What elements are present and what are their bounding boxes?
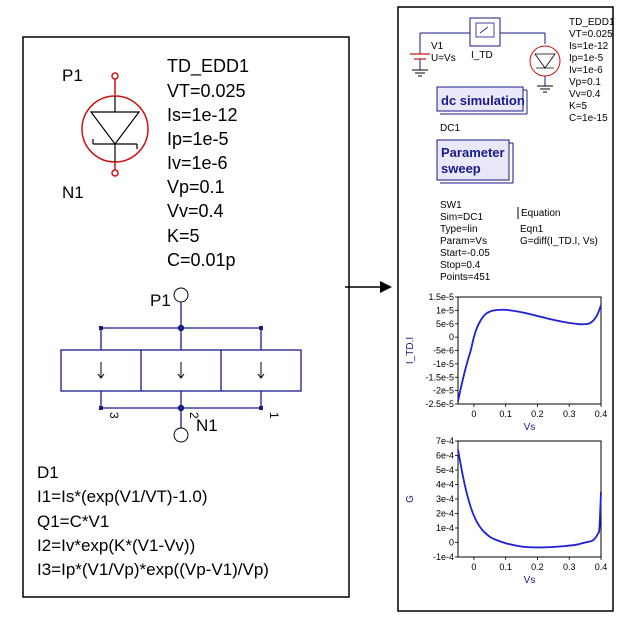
right-arrow-icon — [345, 281, 392, 293]
series-line — [457, 304, 602, 402]
ammeter-label: I_TD — [471, 50, 493, 61]
y-tick-label: 7e-4 — [436, 436, 454, 446]
left-param: C=0.01p — [167, 250, 236, 270]
y-tick-label: 4e-4 — [436, 480, 454, 490]
dc-block-name: DC1 — [440, 123, 460, 134]
y-axis-label: I_TD.I — [405, 337, 416, 364]
y-tick-label: 2e-4 — [436, 509, 454, 519]
x-tick-label: 0.2 — [531, 562, 544, 572]
y-tick-label: 1.5e-5 — [428, 292, 454, 302]
x-tick-label: 0.4 — [595, 562, 608, 572]
dc-simulation-block[interactable]: dc simulation — [436, 86, 528, 115]
x-axis-label: Vs — [524, 422, 536, 433]
right-param: Iv=1e-6 — [569, 65, 603, 76]
equation-expr: G=diff(I_TD.I, Vs) — [520, 236, 598, 247]
left-param: Iv=1e-6 — [167, 153, 228, 173]
plot-frame — [457, 440, 602, 558]
right-param: Vp=0.1 — [569, 77, 601, 88]
right-param: VT=0.025 — [569, 29, 613, 40]
equation-line: I3=Ip*(V1/Vp)*exp((Vp-V1)/Vp) — [37, 560, 269, 579]
y-tick-label: 5e-6 — [436, 319, 454, 329]
y-tick-label: 0 — [449, 332, 454, 342]
x-tick-label: 0.4 — [595, 409, 608, 419]
inner-port-n1: N1 — [196, 416, 218, 435]
x-axis-label: Vs — [524, 575, 536, 586]
left-param: VT=0.025 — [167, 81, 246, 101]
y-tick-label: -1e-5 — [433, 359, 454, 369]
pin-number: 3 — [107, 412, 121, 419]
right-param: K=5 — [569, 101, 588, 112]
left-panel-frame — [22, 36, 350, 598]
plot-frame — [457, 296, 602, 405]
left-port-p1: P1 — [62, 66, 83, 85]
sweep-label-line1: Parameter — [441, 145, 505, 160]
source-value: U=Vs — [431, 53, 456, 64]
x-tick-label: 0.1 — [499, 562, 512, 572]
x-tick-label: 0.2 — [531, 409, 544, 419]
sweep-param: SW1 — [440, 200, 462, 211]
pin-number: 1 — [267, 412, 281, 419]
x-tick-label: 0 — [471, 562, 476, 572]
left-param: Vv=0.4 — [167, 201, 224, 221]
right-param: Ip=1e-5 — [569, 53, 604, 64]
sweep-label-line2: sweep — [441, 161, 481, 176]
y-tick-label: 5e-4 — [436, 465, 454, 475]
x-tick-label: 0 — [471, 409, 476, 419]
conductance-chart: 7e-4 6e-4 5e-4 4e-4 3e-4 2e-4 1e-4 0 -1e-4 0 0.1 0.… — [405, 436, 607, 586]
current-chart: 1.5e-5 1e-5 5e-6 0 -5e-6 -1e-5 -1.5e-5 -2e-5 -2.… — [405, 292, 607, 433]
inner-port-p1: P1 — [150, 291, 171, 310]
x-tick-label: 0.3 — [563, 409, 576, 419]
sweep-param: Sim=DC1 — [440, 212, 484, 223]
equation-name: Eqn1 — [520, 224, 544, 235]
parameter-sweep-block[interactable]: Parameter sweep — [436, 139, 514, 184]
y-tick-label: 0 — [449, 538, 454, 548]
equation-line: I1=Is*(exp(V1/VT)-1.0) — [37, 487, 208, 506]
y-tick-label: -2e-5 — [433, 386, 454, 396]
right-panel-frame — [397, 6, 614, 612]
pin-number: 2 — [187, 412, 201, 419]
y-axis-label: G — [405, 495, 416, 503]
y-tick-label: 3e-4 — [436, 494, 454, 504]
x-tick-label: 0.1 — [499, 409, 512, 419]
subcircuit-schematic: P1 3 2 1 N1 — [60, 287, 302, 443]
right-param: C=1e-15 — [569, 113, 608, 124]
right-component-name: TD_EDD1 — [569, 17, 615, 28]
simulation-schematic: I_TD V1 U=Vs — [410, 17, 561, 93]
left-component-name: TD_EDD1 — [167, 56, 249, 77]
left-param: Ip=1e-5 — [167, 129, 229, 149]
left-port-n1: N1 — [62, 183, 84, 202]
source-name: V1 — [431, 41, 444, 52]
sweep-param: Param=Vs — [440, 236, 487, 247]
dc-simulation-label: dc simulation — [441, 93, 525, 108]
right-param: Vv=0.4 — [569, 89, 601, 100]
series-line — [457, 449, 602, 549]
sweep-param: Points=451 — [440, 272, 491, 283]
y-tick-label: -1.5e-5 — [425, 372, 454, 382]
y-tick-label: 6e-4 — [436, 451, 454, 461]
y-tick-label: -1e-4 — [433, 552, 454, 562]
sweep-param: Start=-0.05 — [440, 248, 490, 259]
y-tick-label: 1e-4 — [436, 523, 454, 533]
right-param: Is=1e-12 — [569, 41, 609, 52]
y-tick-label: -2.5e-5 — [425, 399, 454, 409]
sweep-param: Stop=0.4 — [440, 260, 481, 271]
x-tick-label: 0.3 — [563, 562, 576, 572]
equation-line: Q1=C*V1 — [37, 512, 109, 531]
left-param: Is=1e-12 — [167, 105, 238, 125]
sweep-param: Type=lin — [440, 224, 478, 235]
device-name: D1 — [37, 463, 59, 482]
left-param: Vp=0.1 — [167, 177, 225, 197]
equation-title: Equation — [521, 208, 560, 219]
tunnel-diode-symbol — [81, 72, 149, 177]
equation-line: I2=Iv*exp(K*(V1-Vv)) — [37, 536, 195, 555]
y-tick-label: 1e-5 — [436, 305, 454, 315]
y-tick-label: -5e-6 — [433, 346, 454, 356]
left-param: K=5 — [167, 226, 200, 246]
